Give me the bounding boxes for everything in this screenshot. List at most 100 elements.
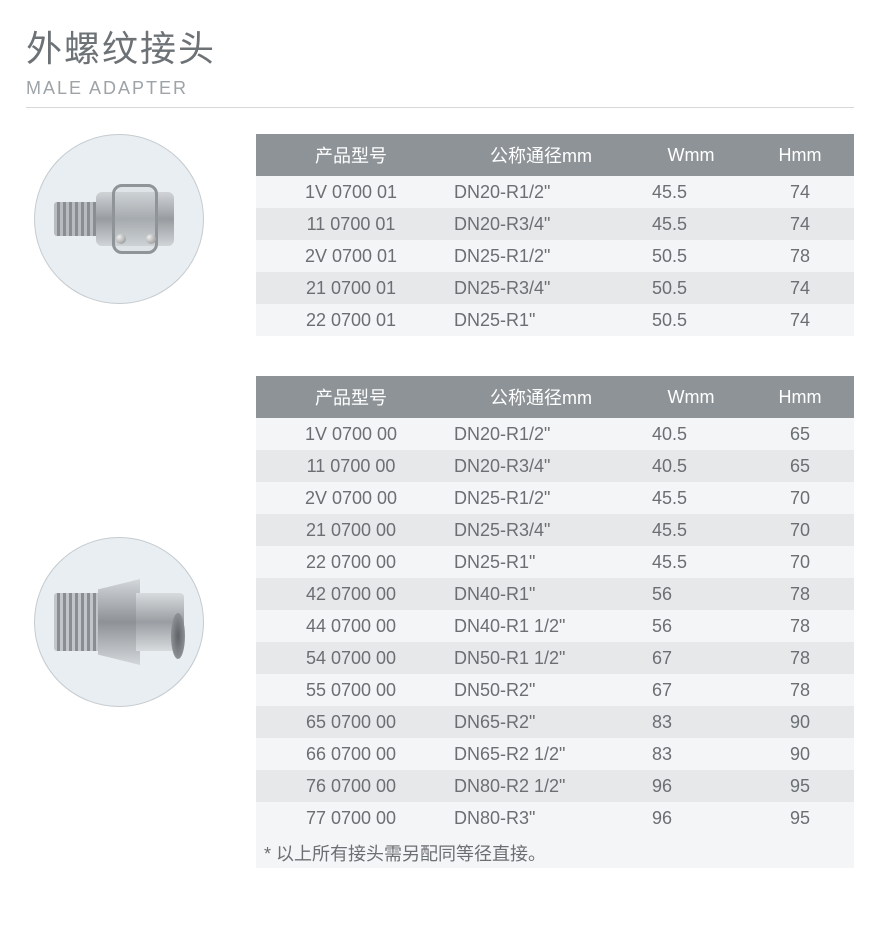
title-divider <box>26 107 854 108</box>
table-row: 2V 0700 00DN25-R1/2"45.570 <box>256 482 854 514</box>
table-row: 21 0700 00DN25-R3/4"45.570 <box>256 514 854 546</box>
col-model: 产品型号 <box>256 134 446 176</box>
cell-h: 74 <box>746 304 854 336</box>
cell-w: 67 <box>636 642 746 674</box>
cell-w: 50.5 <box>636 272 746 304</box>
table-row: 11 0700 01DN20-R3/4"45.574 <box>256 208 854 240</box>
spec-table-2: 产品型号 公称通径mm Wmm Hmm 1V 0700 00DN20-R1/2"… <box>256 376 854 834</box>
table-row: 77 0700 00DN80-R3"9695 <box>256 802 854 834</box>
cell-model: 11 0700 01 <box>256 208 446 240</box>
fitting-illustration-2 <box>54 579 184 665</box>
table-row: 22 0700 00DN25-R1"45.570 <box>256 546 854 578</box>
table-footnote: * 以上所有接头需另配同等径直接。 <box>256 834 854 868</box>
page: 外螺纹接头 MALE ADAPTER 产品型号 公称通径mm <box>0 0 880 938</box>
table-row: 1V 0700 00DN20-R1/2"40.565 <box>256 418 854 450</box>
cell-h: 74 <box>746 208 854 240</box>
col-w: Wmm <box>636 376 746 418</box>
cell-nominal: DN50-R2" <box>446 674 636 706</box>
table-row: 66 0700 00DN65-R2 1/2"8390 <box>256 738 854 770</box>
cell-nominal: DN50-R1 1/2" <box>446 642 636 674</box>
cell-nominal: DN20-R1/2" <box>446 418 636 450</box>
table-row: 54 0700 00DN50-R1 1/2"6778 <box>256 642 854 674</box>
cell-w: 40.5 <box>636 418 746 450</box>
cell-nominal: DN40-R1 1/2" <box>446 610 636 642</box>
cell-model: 11 0700 00 <box>256 450 446 482</box>
cell-h: 90 <box>746 738 854 770</box>
cell-w: 83 <box>636 738 746 770</box>
cell-model: 22 0700 00 <box>256 546 446 578</box>
product-image-circle-2 <box>34 537 204 707</box>
cell-h: 78 <box>746 674 854 706</box>
cell-nominal: DN65-R2" <box>446 706 636 738</box>
cell-model: 42 0700 00 <box>256 578 446 610</box>
section-2: 产品型号 公称通径mm Wmm Hmm 1V 0700 00DN20-R1/2"… <box>26 376 854 868</box>
cell-model: 22 0700 01 <box>256 304 446 336</box>
cell-model: 2V 0700 01 <box>256 240 446 272</box>
cell-model: 21 0700 01 <box>256 272 446 304</box>
cell-h: 65 <box>746 450 854 482</box>
table-row: 21 0700 01DN25-R3/4"50.574 <box>256 272 854 304</box>
cell-nominal: DN25-R1/2" <box>446 240 636 272</box>
cell-w: 50.5 <box>636 304 746 336</box>
cell-nominal: DN25-R3/4" <box>446 272 636 304</box>
section-1: 产品型号 公称通径mm Wmm Hmm 1V 0700 01DN20-R1/2"… <box>26 134 854 336</box>
table-row: 44 0700 00DN40-R1 1/2"5678 <box>256 610 854 642</box>
cell-h: 70 <box>746 546 854 578</box>
fitting-illustration-1 <box>54 184 184 254</box>
cell-model: 77 0700 00 <box>256 802 446 834</box>
cell-w: 45.5 <box>636 208 746 240</box>
cell-model: 2V 0700 00 <box>256 482 446 514</box>
cell-model: 54 0700 00 <box>256 642 446 674</box>
col-nominal: 公称通径mm <box>446 134 636 176</box>
cell-nominal: DN40-R1" <box>446 578 636 610</box>
col-model: 产品型号 <box>256 376 446 418</box>
cell-model: 1V 0700 00 <box>256 418 446 450</box>
cell-h: 78 <box>746 240 854 272</box>
cell-w: 40.5 <box>636 450 746 482</box>
cell-h: 70 <box>746 482 854 514</box>
product-image-cell-1 <box>26 134 256 304</box>
cell-model: 55 0700 00 <box>256 674 446 706</box>
cell-w: 56 <box>636 610 746 642</box>
table-row: 2V 0700 01DN25-R1/2"50.578 <box>256 240 854 272</box>
cell-h: 74 <box>746 176 854 208</box>
cell-nominal: DN25-R3/4" <box>446 514 636 546</box>
cell-model: 66 0700 00 <box>256 738 446 770</box>
cell-w: 67 <box>636 674 746 706</box>
table-row: 76 0700 00DN80-R2 1/2"9695 <box>256 770 854 802</box>
cell-w: 50.5 <box>636 240 746 272</box>
cell-h: 95 <box>746 802 854 834</box>
table-header-row: 产品型号 公称通径mm Wmm Hmm <box>256 134 854 176</box>
col-h: Hmm <box>746 134 854 176</box>
table-row: 65 0700 00DN65-R2"8390 <box>256 706 854 738</box>
cell-model: 65 0700 00 <box>256 706 446 738</box>
cell-nominal: DN80-R2 1/2" <box>446 770 636 802</box>
table-header-row: 产品型号 公称通径mm Wmm Hmm <box>256 376 854 418</box>
col-h: Hmm <box>746 376 854 418</box>
cell-nominal: DN20-R1/2" <box>446 176 636 208</box>
cell-nominal: DN25-R1/2" <box>446 482 636 514</box>
table-1-wrap: 产品型号 公称通径mm Wmm Hmm 1V 0700 01DN20-R1/2"… <box>256 134 854 336</box>
col-nominal: 公称通径mm <box>446 376 636 418</box>
cell-w: 96 <box>636 770 746 802</box>
cell-nominal: DN20-R3/4" <box>446 208 636 240</box>
cell-model: 21 0700 00 <box>256 514 446 546</box>
cell-h: 74 <box>746 272 854 304</box>
cell-nominal: DN65-R2 1/2" <box>446 738 636 770</box>
cell-model: 1V 0700 01 <box>256 176 446 208</box>
table-row: 11 0700 00DN20-R3/4"40.565 <box>256 450 854 482</box>
table-row: 1V 0700 01DN20-R1/2"45.574 <box>256 176 854 208</box>
cell-h: 95 <box>746 770 854 802</box>
cell-nominal: DN25-R1" <box>446 304 636 336</box>
product-image-circle-1 <box>34 134 204 304</box>
cell-h: 78 <box>746 642 854 674</box>
cell-model: 44 0700 00 <box>256 610 446 642</box>
table-row: 55 0700 00DN50-R2"6778 <box>256 674 854 706</box>
cell-w: 45.5 <box>636 482 746 514</box>
cell-w: 56 <box>636 578 746 610</box>
col-w: Wmm <box>636 134 746 176</box>
cell-h: 70 <box>746 514 854 546</box>
cell-nominal: DN20-R3/4" <box>446 450 636 482</box>
cell-nominal: DN25-R1" <box>446 546 636 578</box>
cell-w: 96 <box>636 802 746 834</box>
